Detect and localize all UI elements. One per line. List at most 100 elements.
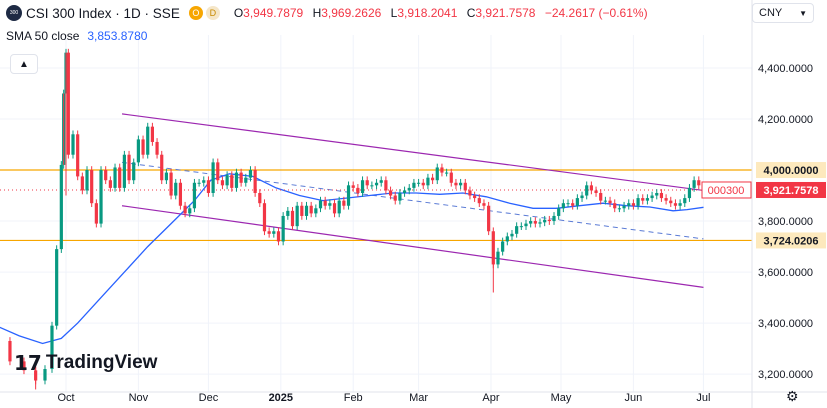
candle-body: [141, 139, 145, 155]
candle-body: [94, 203, 98, 224]
candle-body: [402, 190, 407, 193]
candle-body: [267, 231, 271, 234]
candle-body: [468, 190, 472, 196]
x-tick-label: Feb: [344, 392, 363, 404]
candle-body: [188, 208, 192, 214]
candle-body: [599, 192, 603, 201]
candle-body: [309, 205, 313, 214]
candle-body: [608, 200, 612, 204]
chart-grid: [0, 35, 752, 392]
chart-title[interactable]: CSI 300 Index · 1D · SSE: [26, 5, 180, 21]
candle-body: [533, 221, 537, 224]
candle-body: [547, 219, 551, 222]
candle-body: [150, 126, 154, 142]
collapse-legend-button[interactable]: ▲: [10, 54, 38, 74]
candle-body: [169, 172, 173, 196]
legend-sma[interactable]: SMA 50 close 3,853.8780: [6, 29, 147, 43]
candle-body: [225, 175, 229, 186]
candle-body: [80, 176, 84, 191]
legend-main: 300 CSI 300 Index · 1D · SSE O D O3,949.…: [6, 5, 648, 21]
candle-body: [314, 208, 318, 214]
close-value: 3,921.7578: [475, 6, 536, 20]
candle-body: [655, 192, 659, 196]
candle-body: [557, 208, 561, 216]
candle-body: [234, 172, 239, 188]
y-tick-label: 3,200.0000: [758, 369, 813, 381]
candle-body: [351, 185, 355, 188]
candle-body: [276, 231, 281, 242]
last-price-tag-label: 3,921.7578: [763, 185, 818, 197]
sma-value: 3,853.8780: [87, 29, 148, 43]
gear-icon[interactable]: ⚙: [786, 388, 799, 404]
candle-body: [164, 172, 169, 181]
level-tag-label: 4,000.0000: [763, 165, 818, 177]
x-tick-label: Oct: [57, 392, 74, 404]
candle-body: [342, 200, 346, 206]
candle-body: [566, 203, 570, 205]
candle-body: [59, 164, 63, 250]
candle-body: [585, 185, 589, 196]
chevron-down-icon: ▼: [799, 8, 807, 18]
candle-body: [90, 170, 94, 204]
candle-body: [272, 231, 276, 234]
candle-body: [244, 177, 248, 183]
candle-body: [388, 190, 393, 196]
candle-body: [435, 167, 439, 181]
symbol-icon[interactable]: 300: [6, 5, 22, 21]
ohlc-readout: O3,949.7879 H3,969.2626 L3,918.2041 C3,9…: [234, 6, 648, 20]
logo-mark: 17: [14, 351, 42, 375]
x-tick-label: Apr: [482, 392, 499, 404]
candle-body: [664, 198, 668, 201]
tradingview-logo: 17 TradingView: [14, 351, 157, 375]
candle-body: [22, 361, 26, 371]
candle-body: [692, 180, 696, 188]
candle-body: [118, 167, 122, 188]
candle-body: [589, 185, 593, 191]
candle-body: [295, 205, 299, 227]
badge-d[interactable]: D: [205, 6, 220, 20]
candle-body: [617, 208, 621, 210]
candle-body: [636, 198, 640, 206]
low-label: L: [390, 6, 398, 20]
candle-body: [622, 205, 626, 209]
candle-body: [286, 210, 290, 216]
candle-body: [669, 200, 673, 204]
currency-selector[interactable]: CNY ▼: [752, 3, 814, 23]
level-tag-box: [756, 232, 826, 249]
x-tick-label: May: [551, 392, 572, 404]
candle-body: [304, 205, 309, 216]
candle-body: [673, 203, 678, 206]
logo-text: TradingView: [45, 352, 158, 373]
candle-body: [477, 198, 481, 204]
low-value: 3,918.2041: [397, 6, 458, 20]
close-label: C: [466, 6, 476, 20]
x-tick-label: Jul: [696, 392, 710, 404]
chevron-up-icon: ▲: [19, 58, 29, 70]
level-tag-box: [756, 162, 826, 179]
candle-body: [300, 205, 304, 216]
candle-body: [491, 231, 495, 265]
y-tick-label: 3,800.0000: [758, 216, 813, 228]
sma-label: SMA 50 close: [6, 29, 80, 43]
candle-body: [146, 126, 150, 155]
channel-lower-line: [121, 205, 704, 288]
candle-body: [248, 170, 253, 178]
candle-body: [529, 221, 533, 224]
candle-body: [71, 134, 75, 155]
candle-body: [328, 203, 332, 206]
candle-body: [449, 172, 453, 183]
candle-body: [603, 200, 607, 202]
badge-o[interactable]: O: [188, 6, 203, 20]
candle-body: [122, 154, 126, 188]
currency-label: CNY: [759, 7, 783, 19]
candle-body: [290, 210, 295, 227]
candle-body: [398, 192, 402, 201]
candle-body: [379, 180, 383, 183]
candle-body: [99, 170, 103, 224]
candle-body: [356, 187, 360, 193]
candle-body: [393, 195, 397, 201]
candle-body: [496, 251, 500, 265]
level-tag-label: 3,724.0206: [763, 235, 818, 247]
